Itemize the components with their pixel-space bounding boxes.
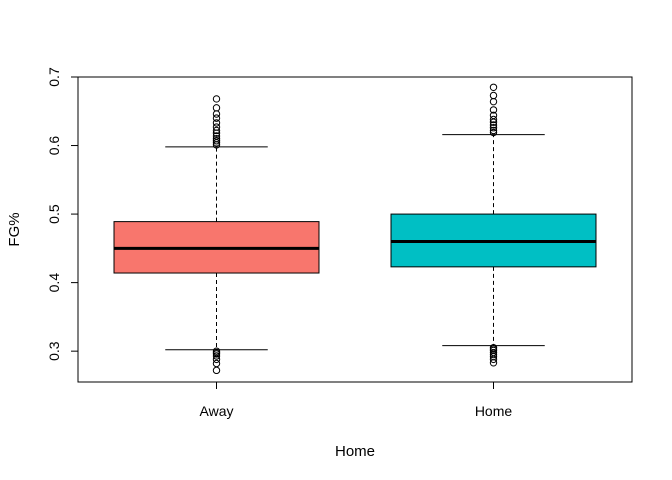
outlier-point xyxy=(212,126,221,135)
outlier-point xyxy=(212,119,221,127)
outlier-point xyxy=(489,121,498,129)
y-axis: 0.3 0.4 0.5 0.6 0.7 xyxy=(46,67,79,361)
boxes-layer xyxy=(113,83,597,375)
outlier-point xyxy=(212,134,221,143)
box-home xyxy=(390,83,597,367)
outlier-point xyxy=(212,347,221,355)
outlier-point xyxy=(489,106,498,114)
box-away xyxy=(113,95,320,375)
x-axis: Away Home xyxy=(200,381,513,419)
outlier-point xyxy=(489,91,498,100)
outlier-point xyxy=(212,132,221,140)
outlier-point xyxy=(489,348,498,357)
outlier-point xyxy=(212,366,221,375)
y-tick-label: 0.7 xyxy=(46,67,62,87)
y-tick-label: 0.6 xyxy=(46,136,62,156)
outlier-point xyxy=(489,111,498,120)
y-tick-label: 0.4 xyxy=(46,273,62,293)
outlier-point xyxy=(489,124,498,132)
y-tick-label: 0.3 xyxy=(46,341,62,361)
y-tick-label: 0.5 xyxy=(46,204,62,224)
outlier-point xyxy=(212,359,221,368)
outlier-point xyxy=(212,123,221,131)
outlier-point xyxy=(489,97,498,106)
x-axis-title: Home xyxy=(335,443,375,460)
outlier-point xyxy=(212,110,221,118)
outlier-point xyxy=(489,126,498,135)
x-tick-label: Away xyxy=(200,403,234,419)
y-axis-title: FG% xyxy=(6,212,23,246)
outlier-point xyxy=(212,137,221,145)
outlier-point xyxy=(212,95,221,103)
outlier-point xyxy=(212,352,221,360)
outlier-point xyxy=(489,344,498,352)
outlier-point xyxy=(489,115,498,124)
outlier-point xyxy=(489,128,498,137)
outlier-point xyxy=(489,83,498,91)
x-tick-label: Home xyxy=(475,403,513,419)
outlier-point xyxy=(212,104,221,112)
outlier-point xyxy=(212,114,221,122)
